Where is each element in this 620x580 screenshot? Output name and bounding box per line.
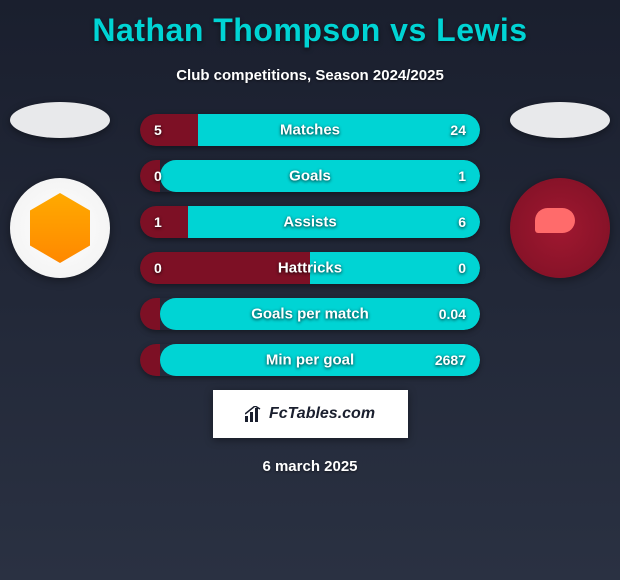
player-right-column — [510, 102, 610, 278]
stat-value-left: 1 — [154, 214, 162, 230]
club-badge-left — [10, 178, 110, 278]
comparison-content: Matches524Goals01Assists16Hattricks00Goa… — [0, 114, 620, 475]
stat-value-left: 0 — [154, 260, 162, 276]
stat-label: Goals — [289, 168, 331, 185]
player-left-column — [10, 102, 110, 278]
stat-label: Goals per match — [251, 306, 369, 323]
chart-icon — [245, 406, 265, 422]
club-badge-right — [510, 178, 610, 278]
source-logo: FcTables.com — [245, 405, 375, 423]
stat-bar: Goals 0 1 — [140, 160, 480, 192]
stat-bar: Hattricks 0 0 — [140, 252, 480, 284]
stat-bar: Assists 1 6 — [140, 206, 480, 238]
club-crest-left-icon — [30, 193, 90, 263]
stat-value-right: 2687 — [435, 352, 466, 368]
comparison-title: Nathan Thompson vs Lewis — [0, 0, 620, 49]
stat-value-left: 0 — [154, 168, 162, 184]
stat-label: Hattricks — [278, 260, 342, 277]
stat-bar: Goals per match 0.04 — [140, 298, 480, 330]
stat-value-right: 24 — [450, 122, 466, 138]
stat-bar-fill-left — [140, 344, 160, 376]
stat-bar: Min per goal 2687 — [140, 344, 480, 376]
stat-value-right: 0.04 — [439, 306, 466, 322]
stat-bar-fill-left — [140, 298, 160, 330]
comparison-subtitle: Club competitions, Season 2024/2025 — [0, 67, 620, 84]
source-logo-text: FcTables.com — [269, 405, 375, 423]
stat-bar-fill-left — [140, 114, 198, 146]
stat-label: Assists — [283, 214, 336, 231]
source-logo-box: FcTables.com — [213, 390, 408, 438]
stat-value-right: 1 — [458, 168, 466, 184]
stat-bar-fill-left — [140, 206, 188, 238]
stat-bar: Matches 5 24 — [140, 114, 480, 146]
club-crest-right-icon — [535, 208, 585, 248]
stat-label: Matches — [280, 122, 340, 139]
player-right-avatar — [510, 102, 610, 138]
stat-value-left: 5 — [154, 122, 162, 138]
stats-bars: Matches524Goals01Assists16Hattricks00Goa… — [140, 114, 480, 376]
stat-label: Min per goal — [266, 352, 354, 369]
comparison-date: 6 march 2025 — [10, 458, 610, 475]
player-left-avatar — [10, 102, 110, 138]
stat-value-right: 0 — [458, 260, 466, 276]
stat-value-right: 6 — [458, 214, 466, 230]
